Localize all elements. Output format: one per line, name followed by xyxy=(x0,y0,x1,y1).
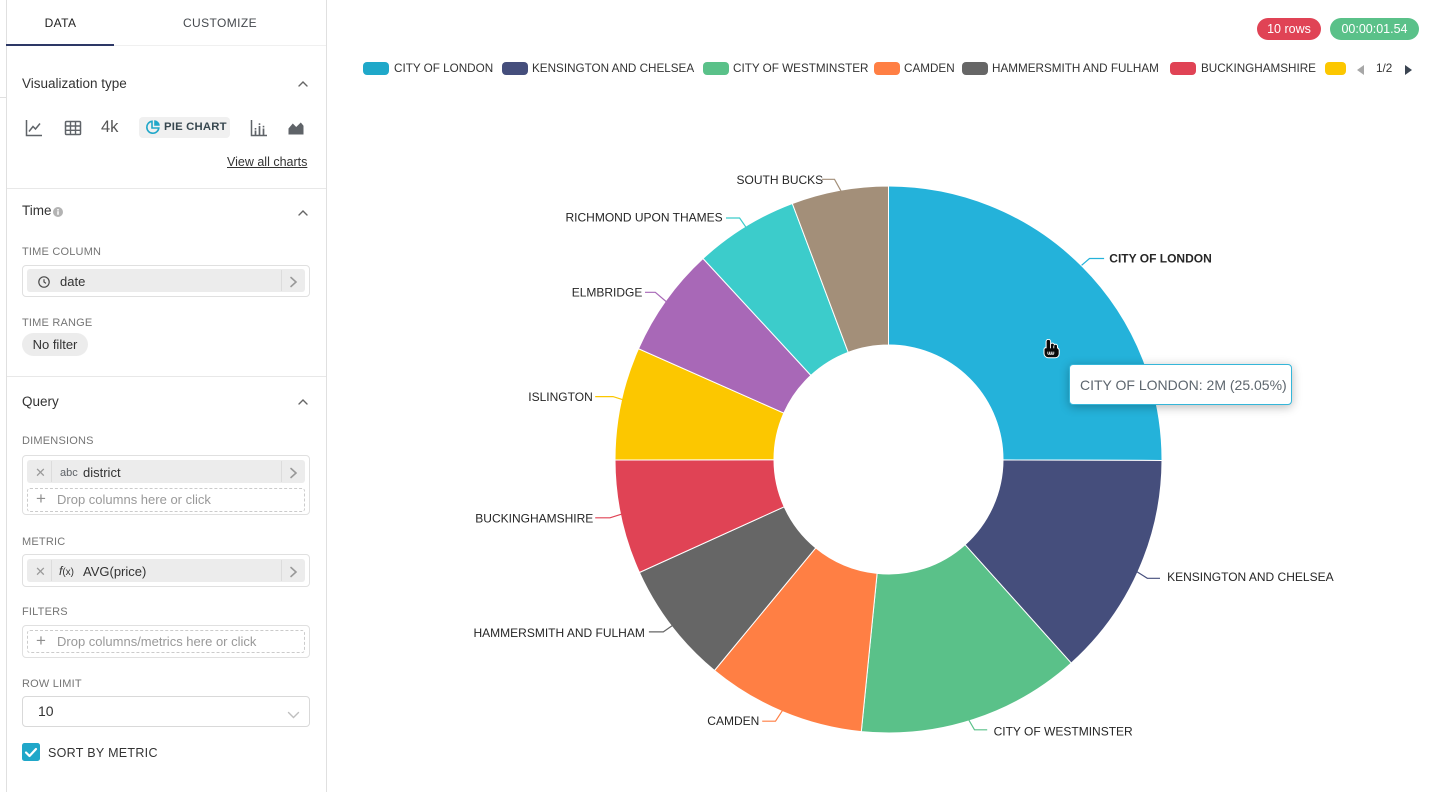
svg-text:HAMMERSMITH AND FULHAM: HAMMERSMITH AND FULHAM xyxy=(474,626,645,640)
svg-text:CITY OF WESTMINSTER: CITY OF WESTMINSTER xyxy=(994,724,1133,738)
svg-text:ELMBRIDGE: ELMBRIDGE xyxy=(572,286,643,300)
svg-text:BUCKINGHAMSHIRE: BUCKINGHAMSHIRE xyxy=(475,511,593,525)
svg-text:ISLINGTON: ISLINGTON xyxy=(528,390,592,404)
svg-text:CITY OF LONDON: CITY OF LONDON xyxy=(1109,252,1211,266)
svg-text:RICHMOND UPON THAMES: RICHMOND UPON THAMES xyxy=(566,211,723,225)
svg-text:CAMDEN: CAMDEN xyxy=(707,714,759,728)
svg-text:KENSINGTON AND CHELSEA: KENSINGTON AND CHELSEA xyxy=(1167,570,1334,584)
svg-text:SOUTH BUCKS: SOUTH BUCKS xyxy=(737,173,824,187)
